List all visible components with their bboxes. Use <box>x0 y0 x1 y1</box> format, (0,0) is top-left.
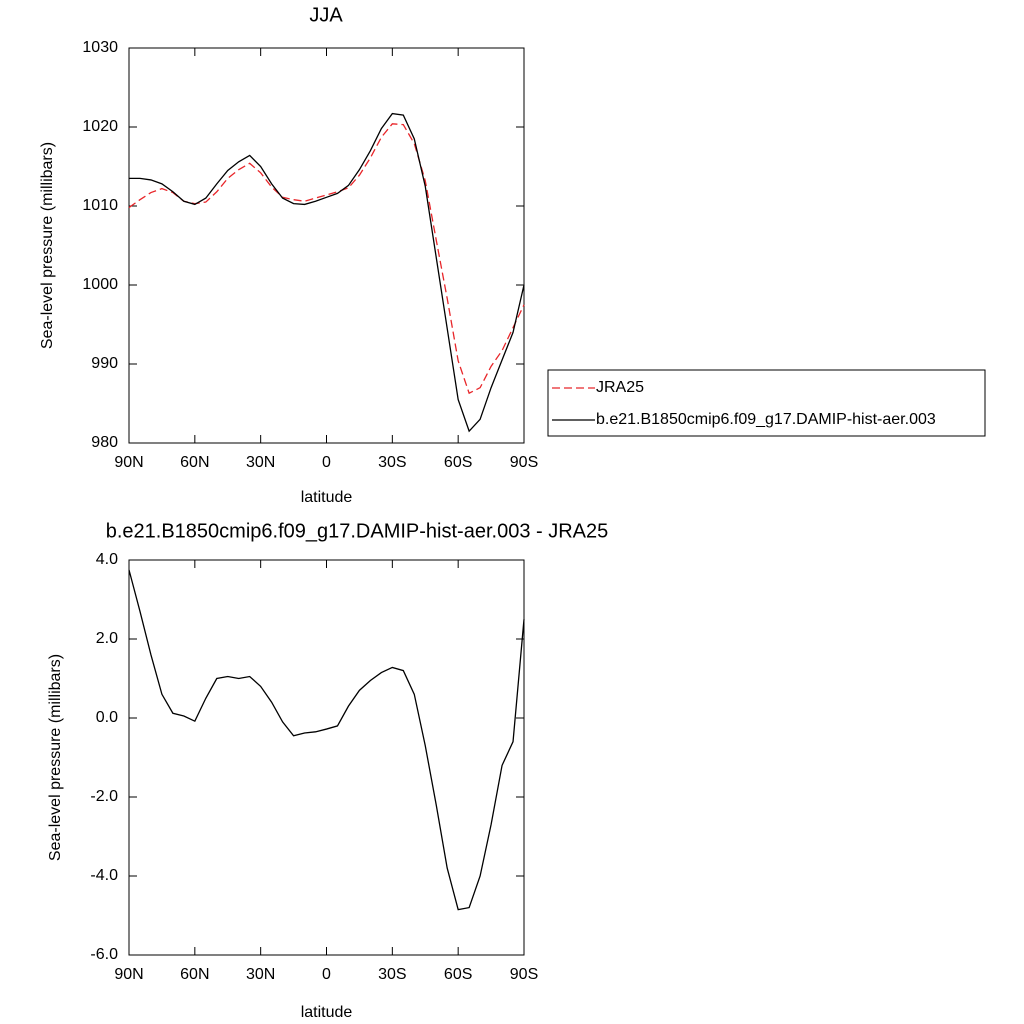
chart-title: JJA <box>309 4 343 26</box>
x-tick-label: 90S <box>510 454 538 471</box>
y-tick-label: -6.0 <box>90 946 118 963</box>
y-tick-label: 1020 <box>82 118 118 135</box>
data-line <box>128 569 525 911</box>
y-axis-label: Sea-level pressure (millibars) <box>39 142 56 349</box>
y-tick-label: 1010 <box>82 197 118 214</box>
x-tick-label: 30S <box>378 966 406 983</box>
x-tick-label: 60S <box>444 966 472 983</box>
y-tick-label: 990 <box>91 355 118 372</box>
y-tick-label: 0.0 <box>96 709 118 726</box>
plot-frame <box>128 47 525 444</box>
y-axis-label: Sea-level pressure (millibars) <box>47 654 64 861</box>
x-tick-label: 0 <box>322 454 331 471</box>
y-tick-label: -4.0 <box>90 867 118 884</box>
x-tick-label: 90S <box>510 966 538 983</box>
y-tick-label: 1030 <box>82 39 118 56</box>
x-axis-label: latitude <box>301 1004 353 1021</box>
x-tick-label: 30N <box>246 454 275 471</box>
x-tick-label: 60S <box>444 454 472 471</box>
legend-label: b.e21.B1850cmip6.f09_g17.DAMIP-hist-aer.… <box>596 411 936 428</box>
data-line <box>128 123 525 395</box>
x-tick-label: 60N <box>180 966 209 983</box>
y-tick-label: 4.0 <box>96 551 118 568</box>
x-axis-label: latitude <box>301 489 353 506</box>
y-tick-label: 1000 <box>82 276 118 293</box>
x-tick-label: 90N <box>114 966 143 983</box>
data-line <box>129 112 525 433</box>
x-tick-label: 30N <box>246 966 275 983</box>
x-tick-label: 90N <box>114 454 143 471</box>
y-tick-label: -2.0 <box>90 788 118 805</box>
chart-title: b.e21.B1850cmip6.f09_g17.DAMIP-hist-aer.… <box>106 520 609 542</box>
plot-frame <box>128 559 525 956</box>
legend-label: JRA25 <box>596 379 644 396</box>
x-tick-label: 60N <box>180 454 209 471</box>
legend-box <box>547 369 986 437</box>
y-tick-label: 980 <box>91 434 118 451</box>
x-tick-label: 30S <box>378 454 406 471</box>
y-tick-label: 2.0 <box>96 630 118 647</box>
x-tick-label: 0 <box>322 966 331 983</box>
